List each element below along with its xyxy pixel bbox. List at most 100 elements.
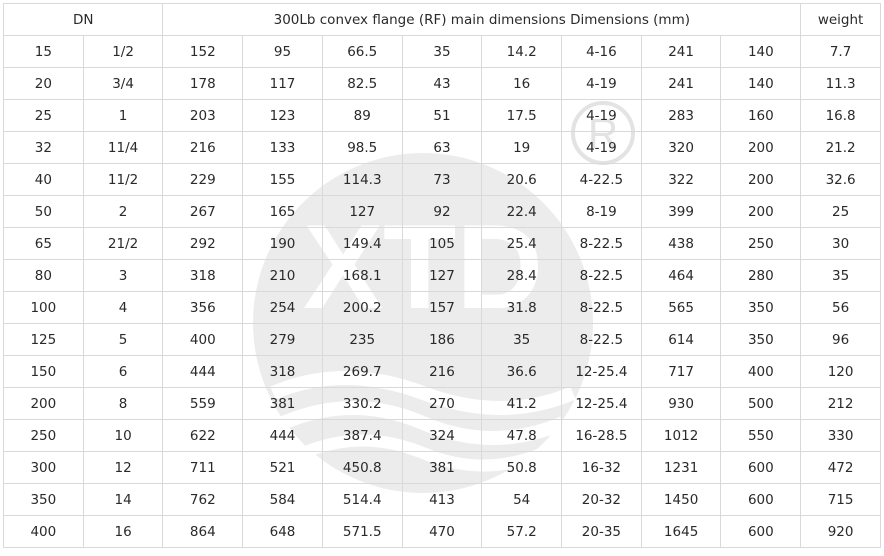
table-cell: 25	[800, 195, 881, 228]
table-cell: 715	[800, 483, 881, 516]
table-cell: 322	[640, 163, 722, 196]
table-cell: 133	[242, 131, 323, 164]
table-cell: 14.2	[481, 35, 563, 68]
table-cell: 1012	[640, 419, 722, 452]
table-cell: 210	[242, 259, 323, 292]
table-cell: 350	[720, 291, 802, 324]
table-cell: 4	[82, 291, 164, 324]
table-cell: 300	[3, 451, 84, 484]
table-cell: 63	[401, 131, 483, 164]
table-cell: 57.2	[481, 515, 563, 548]
table-cell: 12	[82, 451, 164, 484]
table-row: 40 11/2 229 155 114.3 73 20.6 4-22.5 322 200 32.6	[3, 163, 881, 196]
table-cell: 160	[720, 99, 802, 132]
table-cell: 356	[162, 291, 244, 324]
table-cell: 6	[82, 355, 164, 388]
table-cell: 267	[162, 195, 244, 228]
table-row: 250 10 622 444 387.4 324 47.8 16-28.5 1012 550 330	[3, 419, 881, 452]
table-cell: 32.6	[800, 163, 881, 196]
table-cell: 19	[481, 131, 563, 164]
table-cell: 350	[720, 323, 802, 356]
table-cell: 16.8	[800, 99, 881, 132]
table-cell: 250	[3, 419, 84, 452]
table-cell: 47.8	[481, 419, 563, 452]
header-weight: weight	[800, 3, 881, 36]
table-cell: 92	[401, 195, 483, 228]
table-cell: 330	[800, 419, 881, 452]
table-cell: 35	[481, 323, 563, 356]
table-cell: 51	[401, 99, 483, 132]
table-cell: 762	[162, 483, 244, 516]
table-row: 80 3 318 210 168.1 127 28.4 8-22.5 464 280 35	[3, 259, 881, 292]
table-row: 15 1/2 152 95 66.5 35 14.2 4-16 241 140 7.7	[3, 35, 881, 68]
header-dn: DN	[2, 3, 164, 36]
table-cell: 920	[800, 515, 881, 548]
table-cell: 381	[242, 387, 323, 420]
table-cell: 241	[640, 67, 722, 100]
table-cell: 279	[242, 323, 323, 356]
table-cell: 190	[242, 227, 323, 260]
table-cell: 500	[720, 387, 802, 420]
table-cell: 444	[242, 419, 323, 452]
table-cell: 5	[82, 323, 164, 356]
table-cell: 96	[800, 323, 881, 356]
table-cell: 98.5	[321, 131, 403, 164]
table-cell: 12-25.4	[561, 355, 642, 388]
table-cell: 270	[401, 387, 483, 420]
table-cell: 235	[321, 323, 403, 356]
table-cell: 450.8	[321, 451, 403, 484]
table-cell: 114.3	[321, 163, 403, 196]
table-cell: 8-22.5	[561, 323, 642, 356]
table-cell: 40	[3, 163, 84, 196]
table-cell: 200.2	[321, 291, 403, 324]
table-cell: 41.2	[481, 387, 563, 420]
table-cell: 216	[401, 355, 483, 388]
table-cell: 11/4	[82, 131, 164, 164]
table-cell: 120	[800, 355, 881, 388]
table-cell: 36.6	[481, 355, 563, 388]
table-row: 300 12 711 521 450.8 381 50.8 16-32 1231 600 472	[3, 451, 881, 484]
table-cell: 50	[3, 195, 84, 228]
table-cell: 16-32	[561, 451, 642, 484]
table-cell: 123	[242, 99, 323, 132]
table-cell: 105	[401, 227, 483, 260]
table-cell: 50.8	[481, 451, 563, 484]
table-cell: 283	[640, 99, 722, 132]
table-cell: 4-19	[561, 99, 642, 132]
table-cell: 400	[720, 355, 802, 388]
table-cell: 400	[3, 515, 84, 548]
flange-dimensions-table: DN 300Lb convex flange (RF) main dimensi…	[2, 3, 881, 548]
table-cell: 127	[321, 195, 403, 228]
table-cell: 399	[640, 195, 722, 228]
table-cell: 95	[242, 35, 323, 68]
table-cell: 318	[242, 355, 323, 388]
table-cell: 8	[82, 387, 164, 420]
table-row: 125 5 400 279 235 186 35 8-22.5 614 350 96	[3, 323, 881, 356]
table-cell: 241	[640, 35, 722, 68]
table-cell: 614	[640, 323, 722, 356]
table-cell: 269.7	[321, 355, 403, 388]
table-cell: 470	[401, 515, 483, 548]
table-cell: 350	[3, 483, 84, 516]
table-cell: 254	[242, 291, 323, 324]
table-cell: 280	[720, 259, 802, 292]
header-main-dimensions: 300Lb convex flange (RF) main dimensions…	[162, 3, 802, 36]
table-row: 32 11/4 216 133 98.5 63 19 4-19 320 200 21.2	[3, 131, 881, 164]
table-cell: 292	[162, 227, 244, 260]
table-row: 20 3/4 178 117 82.5 43 16 4-19 241 140 11.3	[3, 67, 881, 100]
table-cell: 8-22.5	[561, 259, 642, 292]
table-cell: 56	[800, 291, 881, 324]
table-cell: 54	[481, 483, 563, 516]
table-cell: 35	[401, 35, 483, 68]
table-cell: 600	[720, 515, 802, 548]
table-cell: 165	[242, 195, 323, 228]
table-cell: 324	[401, 419, 483, 452]
table-cell: 330.2	[321, 387, 403, 420]
table-cell: 43	[401, 67, 483, 100]
table-cell: 571.5	[321, 515, 403, 548]
table-cell: 152	[162, 35, 244, 68]
table-cell: 65	[3, 227, 84, 260]
table-cell: 1645	[640, 515, 722, 548]
table-cell: 438	[640, 227, 722, 260]
table-cell: 711	[162, 451, 244, 484]
